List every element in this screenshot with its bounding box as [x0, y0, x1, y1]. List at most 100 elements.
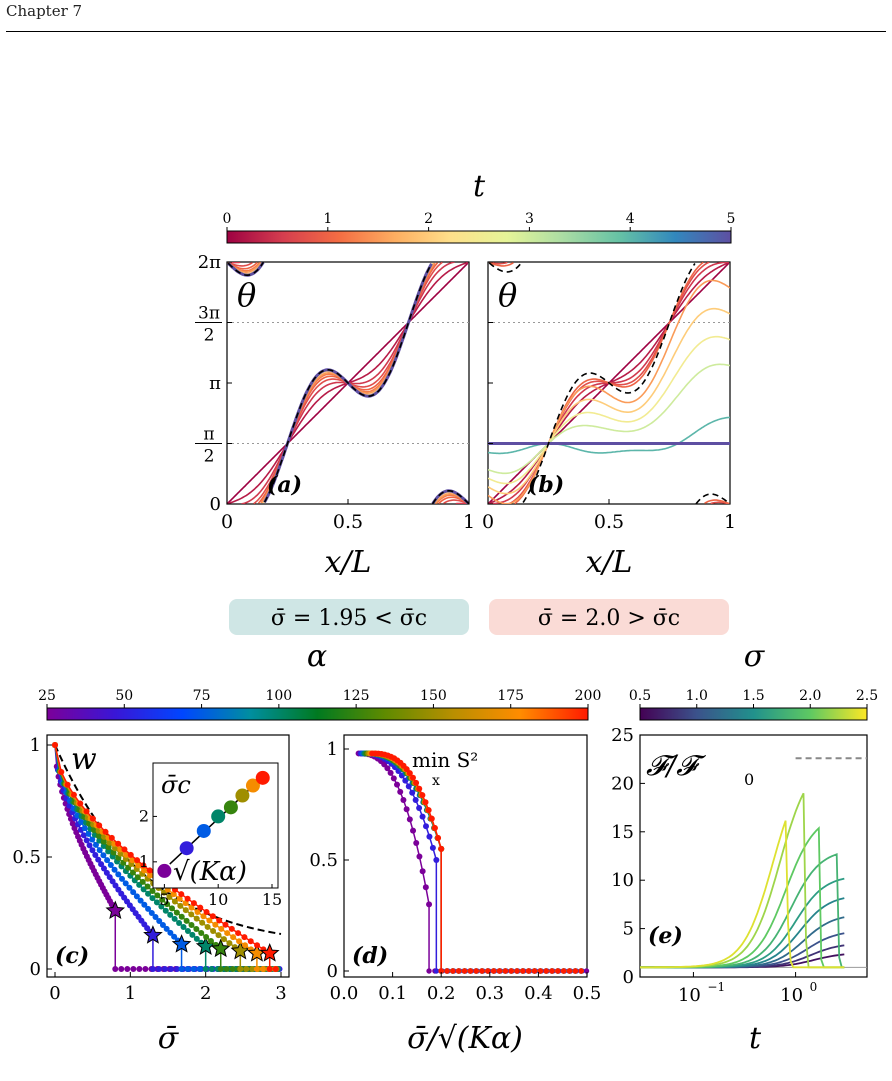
panel-c-point: [119, 875, 126, 882]
panel-b-xlabel: x/L: [586, 545, 633, 580]
panel-c-point: [127, 851, 134, 858]
colorbar-alpha-ticklabel: 125: [343, 688, 370, 704]
panel-c-point: [96, 822, 103, 829]
panel-c-zero-point: [178, 966, 185, 972]
panel-b-xticklabel: 1: [724, 511, 736, 533]
panel-c-point: [70, 791, 77, 798]
panel-d-point: [410, 827, 417, 834]
panel-c-point: [85, 830, 92, 837]
panel-c-point: [69, 820, 76, 827]
panel-c-point: [149, 887, 156, 894]
panel-c-xticklabel: 3: [275, 983, 286, 1004]
panel-c-zero-point: [208, 966, 215, 972]
panel-d-zero-point: [520, 968, 526, 974]
header-rule: [6, 31, 886, 32]
panel-d-point: [403, 806, 410, 813]
panel-a-dashed-stationary: [263, 263, 433, 503]
panel-d-zero-point: [467, 968, 474, 974]
panel-c-point: [163, 925, 170, 932]
panel-c-star: [210, 938, 231, 958]
panel-c-zero-point: [168, 966, 175, 972]
panel-c-point: [121, 846, 128, 853]
panel-c-zero-point: [196, 966, 203, 972]
panel-c-point: [145, 890, 152, 897]
panel-c-point: [105, 844, 112, 851]
sigma-box-right: [489, 599, 729, 635]
colorbar-sigma-ticklabel: 2.0: [799, 688, 821, 704]
theta-ytick-num: π: [203, 425, 214, 445]
panel-d-zero-point: [560, 968, 567, 974]
panel-c-point: [171, 898, 178, 905]
panel-d-axes: [343, 734, 588, 978]
panel-d-point: [426, 833, 433, 840]
panel-d-point: [416, 853, 423, 860]
panel-d-point: [428, 815, 435, 822]
colorbar-t: [226, 230, 732, 244]
panel-e-yticklabel: 25: [611, 725, 634, 746]
colorbar-alpha-ticklabel: 175: [497, 688, 524, 704]
panel-d-point: [413, 779, 420, 786]
panel-d-zero-point: [473, 968, 479, 974]
panel-c-point: [104, 857, 111, 864]
panel-a-xticklabel: 1: [463, 511, 475, 533]
panel-b-curve: [488, 335, 730, 485]
panel-c-zero-point: [190, 966, 197, 972]
panel-e-yticklabel: 20: [611, 773, 634, 794]
panel-c-zero-point: [259, 966, 266, 972]
panel-d-zero-point: [461, 968, 468, 974]
panel-c-point: [182, 907, 189, 914]
panel-c-point: [184, 927, 191, 934]
panel-c-point: [95, 856, 102, 863]
panel-d-zero-point: [479, 968, 485, 974]
panel-c-zero-point: [161, 966, 168, 972]
colorbar-sigma-ticklabel: 1.0: [686, 688, 708, 704]
panel-c-point: [123, 851, 130, 858]
panel-d-point: [422, 884, 429, 891]
panel-c-point: [188, 911, 195, 918]
panel-d-series: [355, 750, 590, 974]
panel-c-zero-point: [253, 966, 260, 972]
panel-c-point: [171, 915, 178, 922]
panel-c-point: [184, 895, 191, 902]
panel-c-point: [149, 895, 156, 902]
panel-d-zero-point: [566, 968, 573, 974]
panel-c-point: [159, 896, 166, 903]
panel-d-series: [359, 750, 584, 974]
inset-point: [157, 863, 172, 878]
panel-c-point: [203, 908, 210, 915]
panel-c-point: [236, 938, 243, 945]
panel-c-point: [247, 938, 254, 945]
colorbar-sigma-label: σ: [744, 639, 766, 674]
panel-c-point: [147, 872, 154, 879]
panel-c-point: [126, 884, 133, 891]
panel-c-point: [153, 899, 160, 906]
panel-c-point: [164, 901, 171, 908]
panel-e-xticklabel: 10: [678, 985, 701, 1006]
theta-ytick-label: 2π: [198, 252, 221, 273]
panel-d-point: [431, 824, 438, 831]
panel-c-star: [105, 900, 126, 920]
panel-c-point: [141, 901, 148, 908]
panel-c-point: [107, 862, 114, 869]
theta-ytick-label: 0: [210, 494, 221, 515]
panel-c-point: [162, 907, 169, 914]
panel-d-zero-point: [455, 968, 462, 974]
inset-point: [196, 823, 211, 838]
panel-c-xlabel: σ̄: [158, 1021, 180, 1056]
panel-b-dashed-stationary: [695, 493, 730, 504]
panel-c-point: [100, 852, 107, 859]
colorbar-t-ticklabel: 2: [424, 211, 433, 227]
panel-d-point: [390, 775, 397, 782]
panel-d-xticklabel: 0.4: [524, 983, 553, 1004]
panel-c-zero-point: [249, 966, 256, 972]
colorbar-sigma-bar: [639, 707, 868, 721]
panel-d-zero-point: [433, 968, 440, 974]
panel-c-point: [242, 942, 249, 949]
panel-c-point: [171, 933, 178, 940]
panel-a-panel-label: (a): [267, 472, 302, 498]
panel-d-zero-point: [502, 968, 509, 974]
panel-e-curve: [640, 853, 845, 969]
panel-c-point: [81, 825, 88, 832]
colorbar-t-bar: [226, 230, 732, 244]
panel-d-point: [394, 781, 401, 788]
